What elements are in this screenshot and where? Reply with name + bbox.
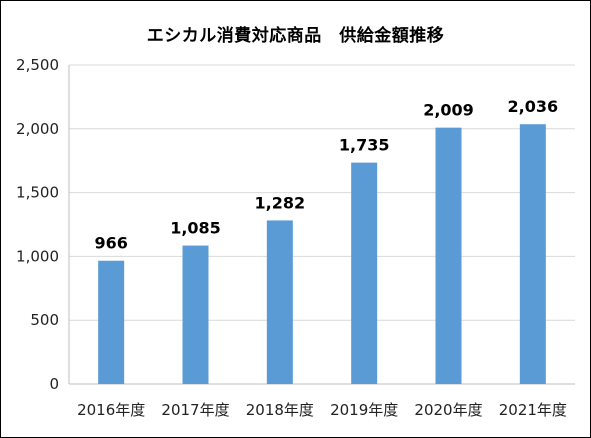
data-label: 1,282 — [255, 193, 306, 212]
x-category-label: 2019年度 — [330, 401, 398, 419]
bar — [98, 260, 125, 384]
data-label: 2,036 — [508, 97, 559, 116]
bar — [182, 245, 209, 384]
bar — [519, 124, 546, 385]
data-label: 1,085 — [170, 219, 221, 238]
data-label: 2,009 — [423, 101, 474, 120]
y-tick-label: 2,500 — [16, 56, 59, 74]
y-tick-label: 500 — [30, 311, 59, 329]
x-category-label: 2021年度 — [499, 401, 567, 419]
x-category-label: 2020年度 — [414, 401, 482, 419]
bar — [435, 127, 462, 384]
y-tick-label: 1,000 — [16, 247, 59, 265]
x-category-label: 2018年度 — [246, 401, 314, 419]
y-tick-label: 0 — [49, 375, 59, 393]
data-label: 966 — [94, 234, 127, 253]
x-category-label: 2017年度 — [161, 401, 229, 419]
data-label: 1,735 — [339, 136, 390, 155]
bar — [266, 220, 293, 384]
y-tick-label: 2,000 — [16, 120, 59, 138]
y-tick-label: 1,500 — [16, 184, 59, 202]
bar — [351, 162, 378, 384]
chart-title: エシカル消費対応商品 供給金額推移 — [146, 26, 445, 46]
x-category-label: 2016年度 — [77, 401, 145, 419]
